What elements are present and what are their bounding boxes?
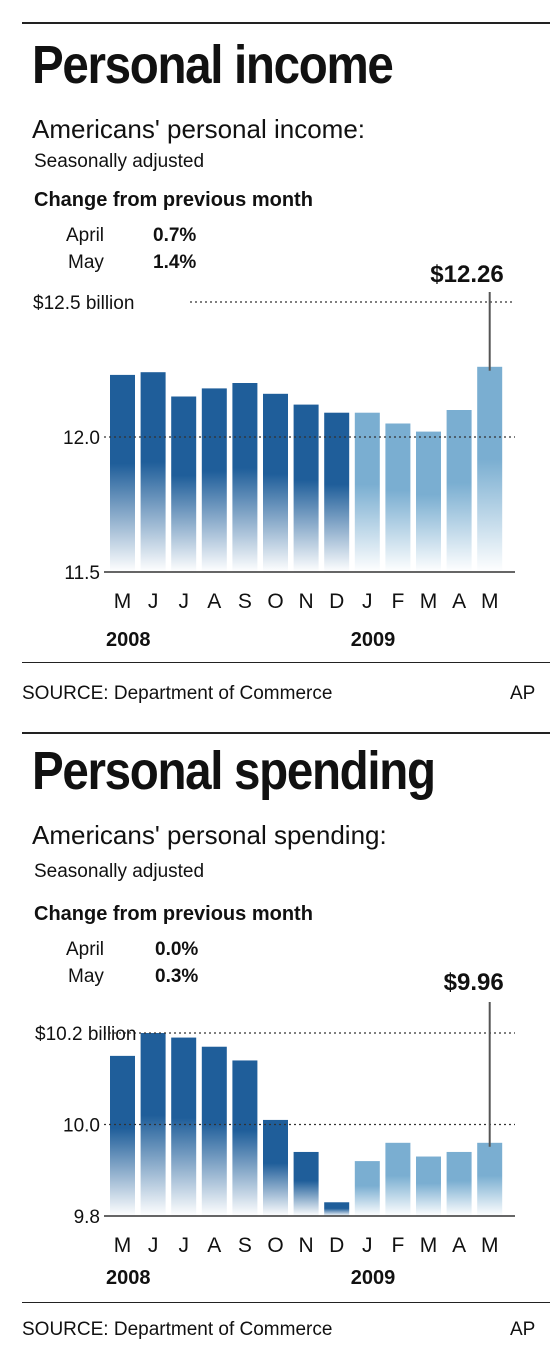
year-label-0: 2008	[106, 1267, 151, 1289]
bar-spending-9	[385, 1142, 411, 1216]
income-change-april-value: 0.7%	[153, 225, 197, 246]
y-tick-label-0: $12.5 billion	[33, 293, 134, 314]
x-tick-label-7: D	[329, 590, 344, 613]
bar-income-2	[171, 396, 197, 572]
spending-source-rule	[22, 1302, 550, 1303]
spending-title: Personal spending	[32, 741, 436, 801]
x-tick-label-8: J	[362, 1234, 373, 1257]
x-tick-label-7: D	[329, 1234, 344, 1257]
x-tick-label-10: M	[420, 590, 438, 613]
y-tick-label-1: 10.0	[63, 1116, 100, 1137]
spending-top-rule	[22, 732, 550, 734]
spending-adjustment: Seasonally adjusted	[34, 861, 205, 882]
bar-income-11	[446, 410, 472, 572]
callout-label: $12.26	[430, 261, 503, 288]
bar-income-7	[324, 412, 350, 572]
x-tick-label-2: J	[178, 1234, 189, 1257]
x-tick-label-9: F	[391, 590, 404, 613]
x-tick-label-11: A	[452, 1234, 466, 1257]
bar-spending-10	[416, 1156, 441, 1216]
bar-spending-11	[446, 1151, 472, 1216]
year-label-0: 2008	[106, 629, 151, 651]
bar-spending-8	[354, 1161, 380, 1216]
bar-income-3	[201, 388, 227, 572]
bar-spending-5	[263, 1119, 288, 1216]
x-tick-label-0: M	[114, 1234, 132, 1257]
income-credit: AP	[510, 683, 536, 704]
spending-credit: AP	[510, 1319, 536, 1340]
x-tick-label-1: J	[148, 1234, 159, 1257]
bar-spending-3	[201, 1046, 227, 1216]
spending-subtitle: Americans' personal spending:	[32, 820, 387, 850]
x-tick-label-2: J	[178, 590, 189, 613]
year-label-1: 2009	[351, 1267, 396, 1289]
income-subtitle: Americans' personal income:	[32, 114, 365, 144]
year-label-1: 2009	[351, 629, 396, 651]
income-source-rule	[22, 662, 550, 663]
spending-change-april-label: April	[66, 939, 105, 960]
x-tick-label-12: M	[481, 590, 499, 613]
bar-income-0	[110, 374, 135, 572]
x-tick-label-11: A	[452, 590, 466, 613]
x-tick-label-8: J	[362, 590, 373, 613]
x-tick-label-0: M	[114, 590, 132, 613]
income-source: SOURCE: Department of Commerce	[22, 683, 333, 704]
x-tick-label-12: M	[481, 1234, 499, 1257]
income-title: Personal income	[32, 35, 394, 95]
x-tick-label-9: F	[391, 1234, 404, 1257]
bar-income-6	[293, 404, 319, 572]
top-rule	[22, 22, 550, 24]
x-tick-label-5: O	[267, 1234, 283, 1257]
y-tick-label-0: $10.2 billion	[35, 1024, 136, 1045]
x-tick-label-3: A	[207, 1234, 221, 1257]
bar-spending-6	[293, 1151, 319, 1216]
x-tick-label-4: S	[238, 1234, 252, 1257]
income-adjustment: Seasonally adjusted	[34, 151, 205, 172]
bar-income-10	[416, 431, 441, 572]
bar-income-12	[477, 366, 503, 572]
x-tick-label-1: J	[148, 590, 159, 613]
bar-spending-0	[110, 1055, 135, 1216]
bar-income-1	[140, 372, 166, 572]
spending-change-may-label: May	[68, 966, 104, 987]
bar-income-9	[385, 423, 411, 572]
spending-change-header: Change from previous month	[34, 903, 313, 925]
spending-change-may-value: 0.3%	[155, 966, 199, 987]
x-tick-label-10: M	[420, 1234, 438, 1257]
income-change-may-value: 1.4%	[153, 252, 197, 273]
callout-label: $9.96	[444, 969, 504, 996]
income-change-may-label: May	[68, 252, 104, 273]
x-tick-label-5: O	[267, 590, 283, 613]
y-tick-label-2: 9.8	[74, 1207, 100, 1228]
x-tick-label-6: N	[299, 1234, 314, 1257]
y-tick-label-1: 12.0	[63, 428, 100, 449]
x-tick-label-4: S	[238, 590, 252, 613]
bar-income-4	[232, 383, 258, 572]
bar-spending-7	[324, 1202, 350, 1216]
spending-source: SOURCE: Department of Commerce	[22, 1319, 333, 1340]
bar-spending-4	[232, 1060, 258, 1216]
bar-income-8	[354, 412, 380, 572]
income-change-header: Change from previous month	[34, 189, 313, 211]
x-tick-label-3: A	[207, 590, 221, 613]
bar-spending-12	[477, 1142, 503, 1216]
y-tick-label-2: 11.5	[64, 563, 100, 584]
bar-income-5	[263, 393, 288, 572]
spending-change-april-value: 0.0%	[155, 939, 199, 960]
x-tick-label-6: N	[299, 590, 314, 613]
income-change-april-label: April	[66, 225, 105, 246]
bar-spending-2	[171, 1037, 197, 1216]
